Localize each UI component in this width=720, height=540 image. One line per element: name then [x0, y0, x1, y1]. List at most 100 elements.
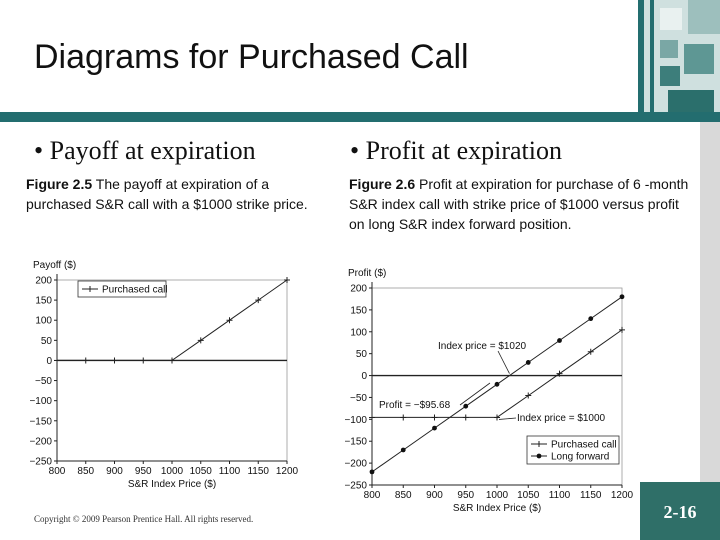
- c1-legend-label: Purchased call: [102, 285, 168, 296]
- c2-series-1-point: [432, 425, 437, 431]
- c1-plot-frame: [56, 279, 288, 462]
- c1-series-0-point: [169, 357, 175, 364]
- c1-x-tick-label: 800: [49, 466, 66, 477]
- c2-x-axis-label: S&R Index Price ($): [453, 503, 541, 514]
- c1-y-tick-label: −150: [29, 416, 52, 427]
- annotation-arrow: [498, 417, 517, 420]
- left-caption: Figure 2.5 The payoff at expiration of a…: [26, 174, 326, 214]
- c1-x-tick-label: 1000: [161, 466, 184, 477]
- right-bullet-text: Profit at expiration: [365, 136, 563, 165]
- c1-x-tick-label: 900: [106, 466, 123, 477]
- c2-series-1-point: [525, 360, 531, 365]
- c2-x-tick-label: 850: [395, 490, 412, 501]
- c2-series-0-point: [619, 326, 625, 333]
- c2-y-tick-label: −50: [350, 393, 367, 404]
- c1-y-tick-label: 100: [35, 316, 52, 327]
- annotation-arrow: [497, 350, 510, 374]
- c1-series-0-point: [111, 357, 118, 364]
- c2-y-axis-label: Profit ($): [348, 268, 386, 279]
- c2-x-tick-label: 1150: [580, 490, 602, 501]
- c2-series-0-point: [494, 414, 500, 421]
- c2-x-tick-label: 800: [364, 490, 381, 501]
- c1-y-tick-label: −50: [35, 376, 52, 387]
- c2-x-tick-label: 1100: [549, 490, 571, 501]
- c1-y-axis-label: Payoff ($): [33, 260, 76, 271]
- c2-x-tick-label: 950: [457, 490, 474, 501]
- c1-y-tick-label: 50: [41, 336, 53, 347]
- annotation-index-1000: Index price = $1000: [517, 413, 606, 424]
- decorative-squares: [638, 0, 720, 112]
- c1-x-tick-label: 1200: [276, 466, 299, 477]
- c2-y-tick-label: 150: [350, 305, 367, 316]
- left-fig-text: The payoff at expiration of a purchased …: [26, 176, 308, 212]
- right-fig-label: Figure 2.6: [349, 176, 416, 192]
- c2-x-tick-label: 1200: [611, 490, 634, 501]
- right-band: [700, 122, 720, 482]
- c2-series-1-point: [494, 381, 500, 387]
- left-fig-label: Figure 2.5: [26, 176, 93, 192]
- c2-series-1-point: [619, 294, 625, 300]
- slide-title: Diagrams for Purchased Call: [34, 38, 469, 76]
- c1-series-0-point: [255, 297, 262, 304]
- c1-series-0-point: [54, 357, 60, 364]
- c1-legend-marker: [87, 286, 93, 292]
- c2-series-0-point: [462, 414, 469, 421]
- c2-series-1-point: [557, 338, 562, 343]
- c2-x-tick-label: 1000: [486, 490, 509, 501]
- c2-x-tick-label: 900: [426, 490, 443, 501]
- c2-legend-frame: [526, 435, 620, 465]
- c1-series-0-point: [197, 337, 204, 344]
- slide-header: Diagrams for Purchased Call: [0, 0, 720, 112]
- c1-y-tick-label: 150: [35, 296, 52, 307]
- c2-series-0-point: [525, 392, 532, 399]
- c1-y-tick-label: −100: [29, 396, 52, 407]
- c1-x-tick-label: 1150: [247, 466, 269, 477]
- c2-y-tick-label: −250: [344, 481, 367, 492]
- c1-x-axis-label: S&R Index Price ($): [128, 479, 216, 490]
- annotation-index-1020: Index price = $1020: [438, 341, 527, 352]
- right-fig-text: Profit at expiration for purchase of 6 -…: [349, 176, 689, 232]
- c1-y-tick-label: 200: [35, 276, 52, 287]
- c2-y-tick-label: 200: [350, 284, 367, 295]
- c1-series-0-point: [284, 277, 290, 283]
- c2-y-tick-label: −100: [344, 415, 367, 426]
- c2-series-0-point: [400, 414, 407, 421]
- c1-legend-frame: [77, 280, 167, 298]
- copyright-notice: Copyright © 2009 Pearson Prentice Hall. …: [34, 514, 254, 524]
- page-number: 2-16: [663, 502, 697, 522]
- c2-series-1-point: [588, 316, 594, 322]
- c1-y-tick-label: 0: [46, 356, 52, 367]
- c2-y-tick-label: 100: [350, 327, 367, 338]
- c2-y-tick-label: 50: [356, 349, 368, 360]
- c2-legend-label: Long forward: [551, 452, 609, 463]
- c1-y-tick-label: −200: [29, 436, 52, 447]
- c2-series-1-point: [400, 447, 406, 453]
- right-caption: Figure 2.6 Profit at expiration for purc…: [349, 174, 695, 234]
- c2-series-0-point: [556, 370, 563, 377]
- c2-series-0-point: [431, 414, 438, 421]
- c2-legend-label: Purchased call: [551, 440, 617, 451]
- left-bullet: • Payoff at expiration: [34, 136, 256, 165]
- c2-y-tick-label: 0: [361, 371, 367, 382]
- c1-series-0-point: [140, 357, 147, 364]
- c1-series-0-point: [226, 317, 233, 324]
- right-bullet: • Profit at expiration: [350, 136, 563, 165]
- c1-x-tick-label: 950: [135, 466, 152, 477]
- c2-series-1-point: [369, 469, 375, 475]
- c2-x-tick-label: 1050: [517, 490, 540, 501]
- c2-y-tick-label: −150: [344, 437, 367, 448]
- c1-y-tick-label: −250: [29, 457, 52, 468]
- c2-series-1-point: [463, 403, 469, 409]
- c1-x-tick-label: 1050: [190, 466, 213, 477]
- c2-y-tick-label: −200: [344, 459, 367, 470]
- c1-series-0-point: [82, 357, 89, 364]
- c2-series-0-point: [587, 348, 594, 355]
- annotation-profit: Profit = −$95.68: [379, 400, 451, 411]
- c2-series-0-point: [369, 414, 375, 421]
- c1-x-tick-label: 1100: [219, 466, 241, 477]
- c2-legend-marker: [536, 453, 542, 459]
- header-stripe: [0, 112, 720, 122]
- c1-x-tick-label: 850: [77, 466, 94, 477]
